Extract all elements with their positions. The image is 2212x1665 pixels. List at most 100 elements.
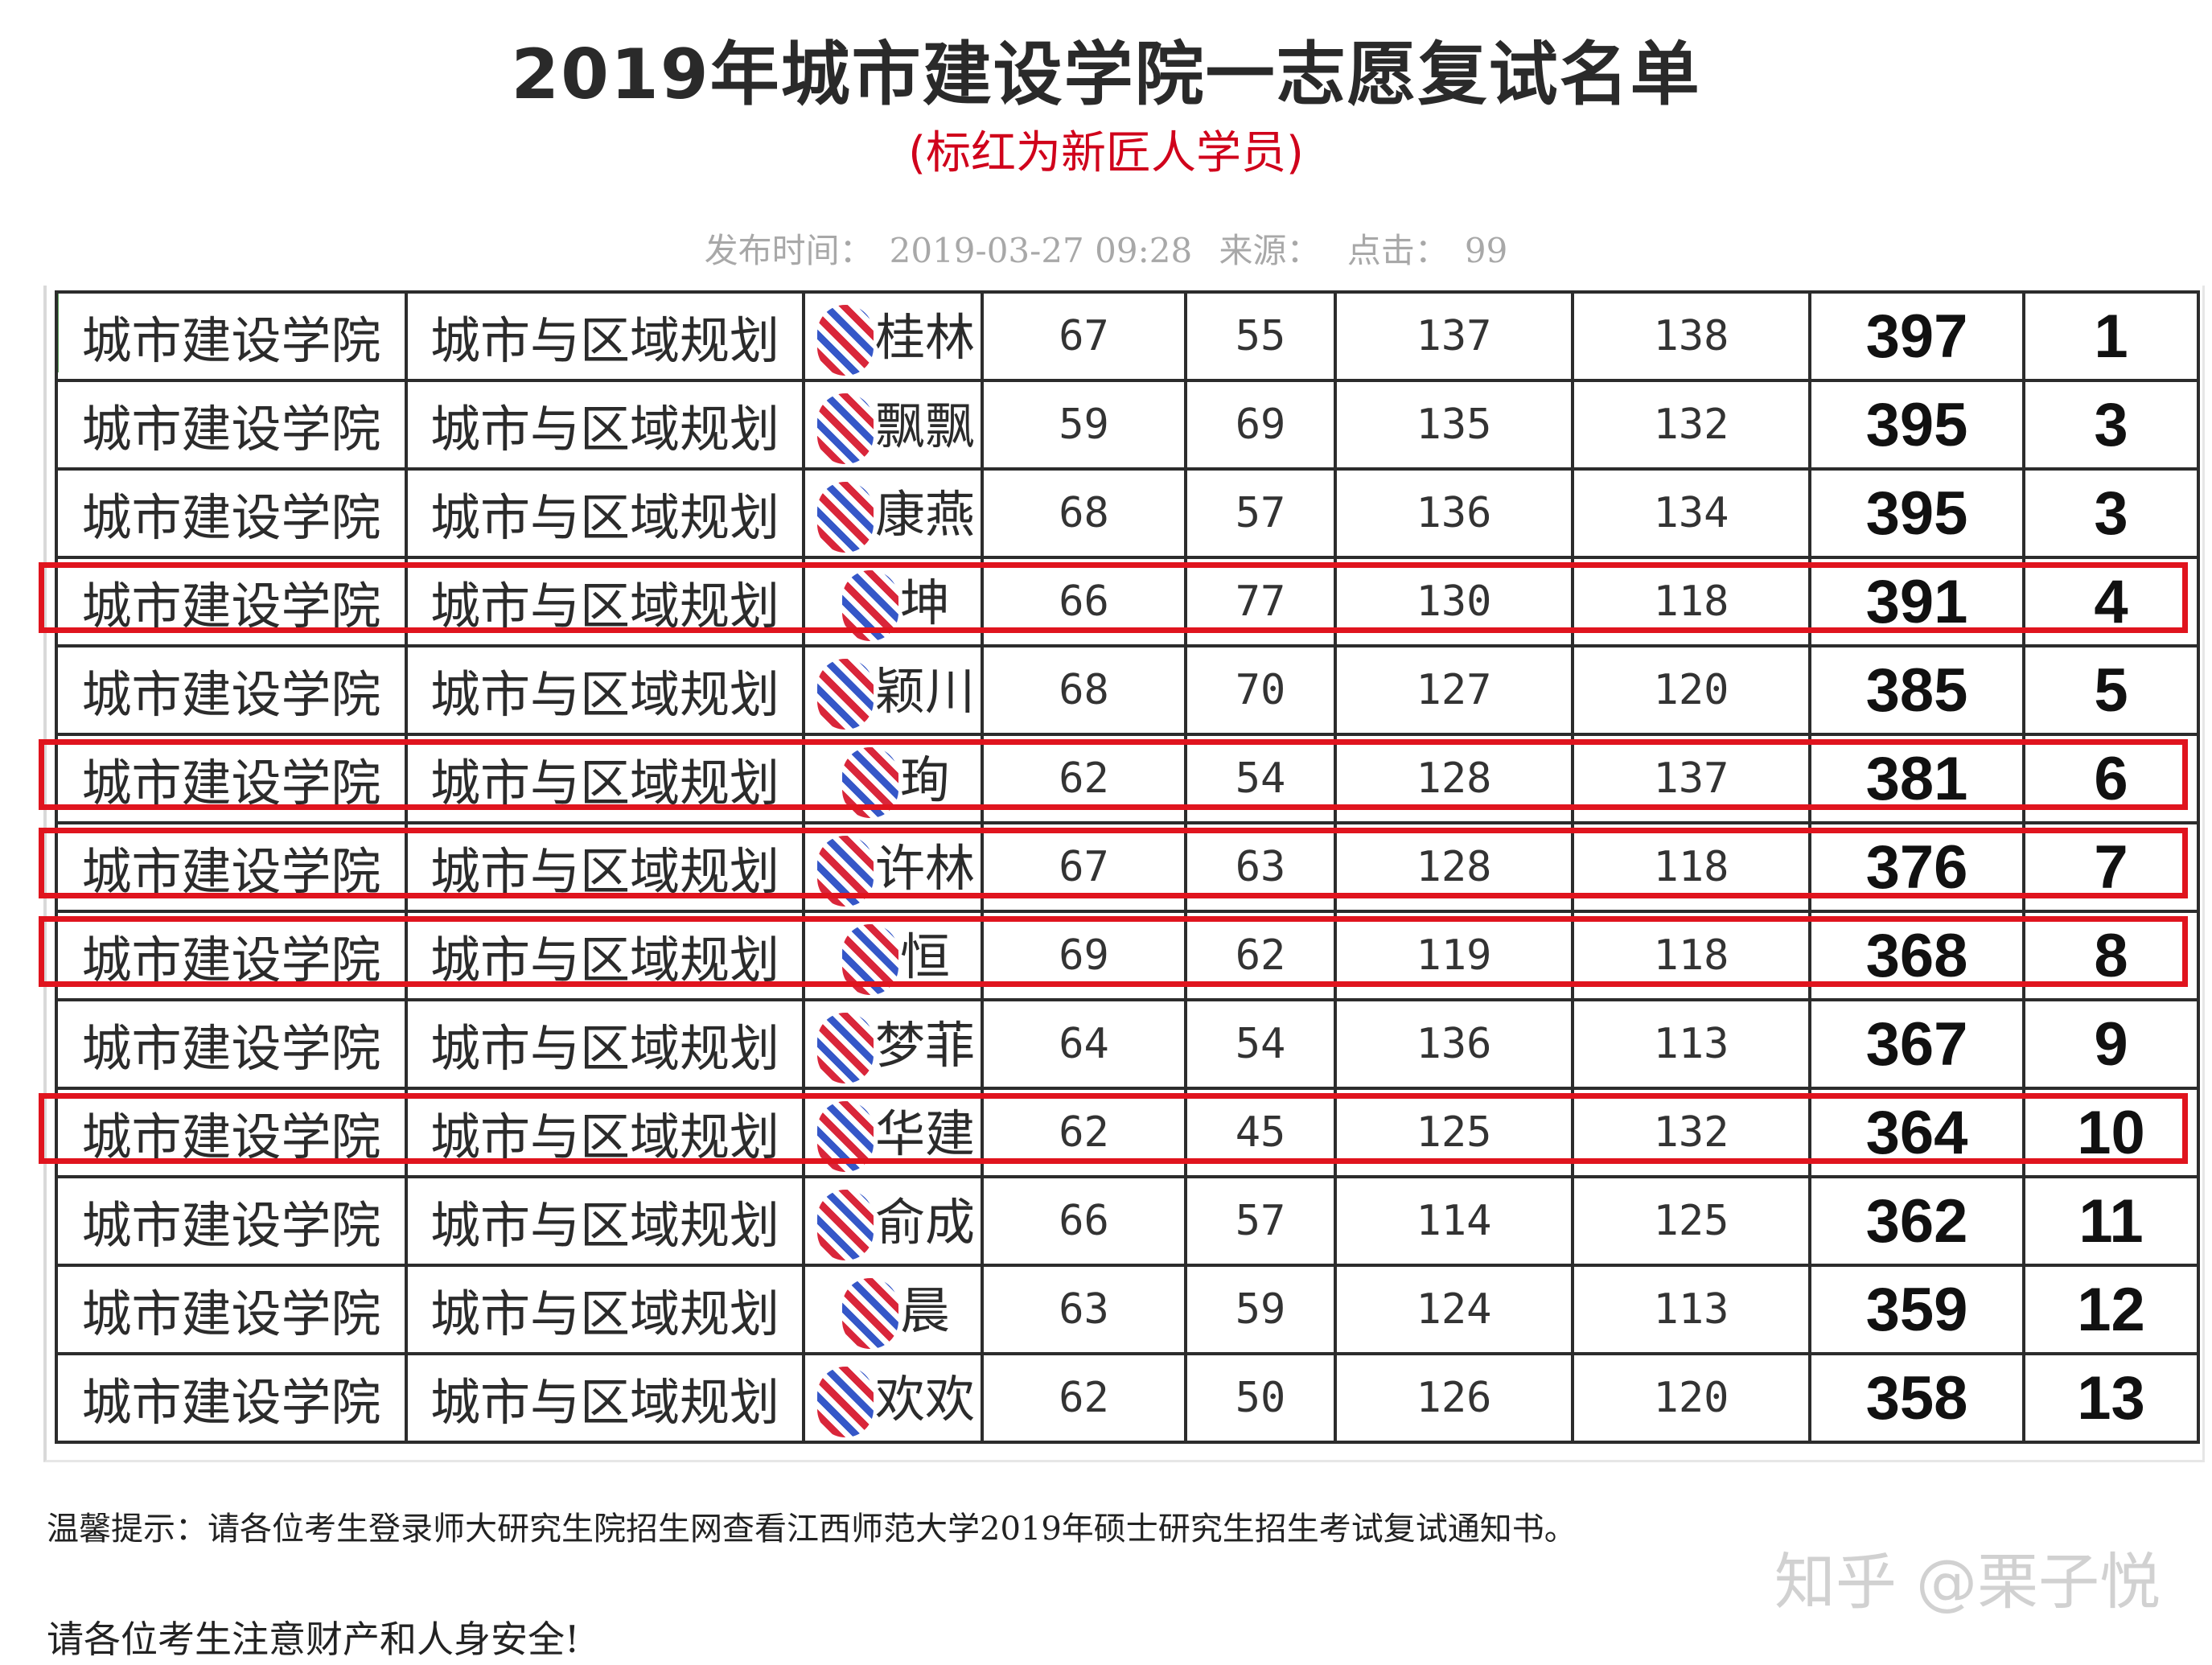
score-subject1-cell: 130: [1334, 556, 1574, 648]
total-score-cell: 385: [1808, 644, 2025, 736]
score-table-body: 城市建设学院 城市与区域规划 桂林 67 55 137 138 397 1 城市建设学院 城市与区域…: [55, 290, 2200, 1444]
score-english-cell: 63: [1184, 821, 1337, 913]
table-row: 城市建设学院 城市与区域规划 华建 62 45 125 132 364 10: [55, 1087, 2200, 1178]
rank-cell: 9: [2022, 998, 2200, 1090]
name-cell: 梦菲: [802, 998, 984, 1090]
safety-notice: 请各位考生注意财产和人身安全!: [47, 1618, 580, 1661]
rank-cell: 10: [2022, 1087, 2200, 1178]
school-cell: 城市建设学院: [55, 1087, 408, 1178]
redaction-mark: [841, 747, 898, 819]
name-text: 珣: [899, 750, 950, 809]
score-subject2-cell: 120: [1571, 1352, 1811, 1444]
score-subject1-cell: 137: [1334, 290, 1574, 382]
redaction-mark: [841, 924, 898, 996]
total-score-cell: 358: [1808, 1352, 2025, 1444]
name-cell: 桂林: [802, 290, 984, 382]
name-cell: 恒: [802, 910, 984, 1001]
score-politics-cell: 68: [981, 467, 1187, 559]
name-text: 俞成: [874, 1192, 975, 1252]
page-subtitle: (标红为新匠人学员): [908, 127, 1304, 179]
name-text: 桂林: [874, 307, 975, 367]
redaction-mark: [816, 836, 874, 907]
score-english-cell: 59: [1184, 1264, 1337, 1355]
table-row: 城市建设学院 城市与区域规划 坤 66 77 130 118 391 4: [55, 556, 2200, 648]
major-cell: 城市与区域规划: [405, 467, 805, 559]
rank-cell: 13: [2022, 1352, 2200, 1444]
score-subject1-cell: 136: [1334, 998, 1574, 1090]
name-cell: 康燕: [802, 467, 984, 559]
total-score-cell: 362: [1808, 1175, 2025, 1267]
name-cell: 飘飘: [802, 379, 984, 471]
total-score-cell: 367: [1808, 998, 2025, 1090]
table-row: 城市建设学院 城市与区域规划 恒 69 62 119 118 368 8: [55, 910, 2200, 1001]
publish-label: 发布时间：: [704, 231, 874, 270]
publish-meta: 发布时间： 2019-03-27 09:28 来源： 点击： 99: [0, 224, 2212, 273]
score-subject2-cell: 120: [1571, 644, 1811, 736]
total-score-cell: 376: [1808, 821, 2025, 913]
name-text: 飘飘: [874, 396, 975, 455]
total-score-cell: 368: [1808, 910, 2025, 1001]
score-subject2-cell: 118: [1571, 821, 1811, 913]
page-title: 2019年城市建设学院一志愿复试名单: [511, 35, 1701, 115]
score-subject2-cell: 132: [1571, 1087, 1811, 1178]
major-cell: 城市与区域规划: [405, 821, 805, 913]
name-text: 许林: [874, 838, 975, 898]
score-politics-cell: 67: [981, 290, 1187, 382]
name-text: 坤: [899, 573, 950, 632]
total-score-cell: 364: [1808, 1087, 2025, 1178]
score-politics-cell: 66: [981, 556, 1187, 648]
name-text: 颖川: [874, 661, 975, 721]
table-row: 城市建设学院 城市与区域规划 晨 63 59 124 113 359 12: [55, 1264, 2200, 1355]
redaction-mark: [816, 659, 874, 730]
total-score-cell: 359: [1808, 1264, 2025, 1355]
rank-cell: 4: [2022, 556, 2200, 648]
score-politics-cell: 62: [981, 1087, 1187, 1178]
total-score-cell: 391: [1808, 556, 2025, 648]
score-subject2-cell: 132: [1571, 379, 1811, 471]
rank-cell: 11: [2022, 1175, 2200, 1267]
school-cell: 城市建设学院: [55, 821, 408, 913]
school-cell: 城市建设学院: [55, 644, 408, 736]
name-text: 梦菲: [874, 1015, 975, 1075]
major-cell: 城市与区域规划: [405, 1175, 805, 1267]
score-english-cell: 77: [1184, 556, 1337, 648]
redaction-mark: [841, 570, 898, 642]
score-english-cell: 54: [1184, 733, 1337, 824]
rank-cell: 5: [2022, 644, 2200, 736]
school-cell: 城市建设学院: [55, 1352, 408, 1444]
name-cell: 华建: [802, 1087, 984, 1178]
score-politics-cell: 59: [981, 379, 1187, 471]
major-cell: 城市与区域规划: [405, 1087, 805, 1178]
rank-cell: 7: [2022, 821, 2200, 913]
rank-cell: 12: [2022, 1264, 2200, 1355]
school-cell: 城市建设学院: [55, 998, 408, 1090]
major-cell: 城市与区域规划: [405, 290, 805, 382]
major-cell: 城市与区域规划: [405, 556, 805, 648]
score-english-cell: 70: [1184, 644, 1337, 736]
table-row: 城市建设学院 城市与区域规划 珣 62 54 128 137 381 6: [55, 733, 2200, 824]
score-politics-cell: 63: [981, 1264, 1187, 1355]
school-cell: 城市建设学院: [55, 556, 408, 648]
total-score-cell: 395: [1808, 467, 2025, 559]
redaction-mark: [816, 1190, 874, 1261]
major-cell: 城市与区域规划: [405, 1352, 805, 1444]
score-politics-cell: 62: [981, 733, 1187, 824]
rank-cell: 1: [2022, 290, 2200, 382]
score-subject1-cell: 128: [1334, 821, 1574, 913]
table-row: 城市建设学院 城市与区域规划 飘飘 59 69 135 132 395 3: [55, 379, 2200, 471]
score-subject2-cell: 138: [1571, 290, 1811, 382]
major-cell: 城市与区域规划: [405, 910, 805, 1001]
major-cell: 城市与区域规划: [405, 1264, 805, 1355]
table-row: 城市建设学院 城市与区域规划 许林 67 63 128 118 376 7: [55, 821, 2200, 913]
school-cell: 城市建设学院: [55, 1264, 408, 1355]
score-politics-cell: 67: [981, 821, 1187, 913]
score-english-cell: 45: [1184, 1087, 1337, 1178]
major-cell: 城市与区域规划: [405, 379, 805, 471]
rank-cell: 8: [2022, 910, 2200, 1001]
score-subject2-cell: 118: [1571, 556, 1811, 648]
score-subject1-cell: 119: [1334, 910, 1574, 1001]
school-cell: 城市建设学院: [55, 467, 408, 559]
clicks-label: 点击：: [1347, 231, 1449, 270]
table-row: 城市建设学院 城市与区域规划 欢欢 62 50 126 120 358 13: [55, 1352, 2200, 1444]
name-cell: 许林: [802, 821, 984, 913]
